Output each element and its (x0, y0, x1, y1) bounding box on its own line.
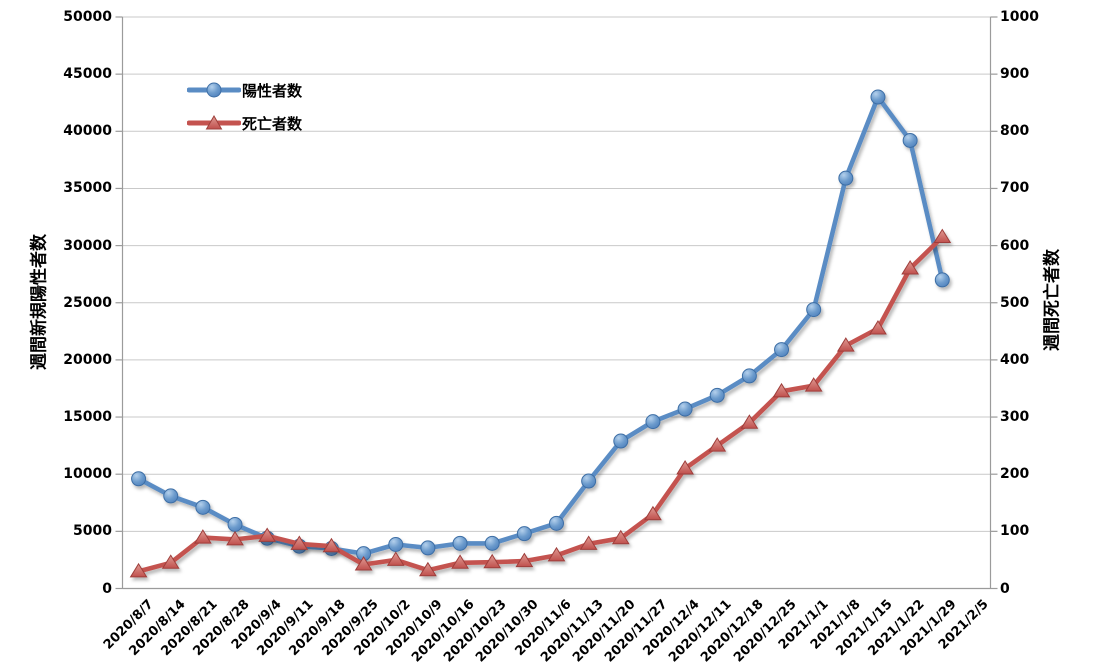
legend-swatch-deaths-icon (187, 114, 241, 130)
series-lines (129, 89, 952, 578)
data-point-marker (452, 535, 468, 551)
data-point-marker (869, 320, 887, 335)
data-point-marker (611, 529, 630, 545)
left-axis-tick-label: 30000 (63, 237, 112, 254)
data-point-marker (901, 260, 920, 275)
data-point-marker (708, 437, 727, 452)
data-point-marker (420, 540, 436, 556)
data-point-marker (516, 526, 532, 542)
left-axis-tick-label: 0 (102, 580, 112, 597)
gridlines (122, 16, 991, 532)
data-point-marker (161, 554, 180, 569)
data-point-marker (258, 527, 277, 542)
data-point-marker (774, 342, 790, 358)
left-axis-tick-label: 10000 (63, 466, 112, 483)
legend-label-deaths: 死亡者数 (242, 114, 303, 133)
right-axis-tick-label: 800 (1000, 123, 1030, 140)
data-point-marker (613, 433, 629, 449)
data-point-marker (419, 561, 437, 577)
data-point-marker (193, 529, 212, 544)
left-axis-tick-label: 15000 (63, 409, 112, 426)
right-axis-tick-label: 1000 (1000, 9, 1039, 25)
data-point-marker (772, 382, 791, 398)
right-axis-tick-label: 400 (1000, 351, 1030, 368)
data-point-marker (547, 546, 566, 562)
left-axis-tick-label: 35000 (63, 180, 112, 197)
data-point-marker (515, 552, 534, 568)
data-point-marker (388, 536, 404, 552)
series-死亡者数 (129, 228, 952, 578)
left-axis-tick-label: 20000 (63, 351, 112, 368)
left-axis-tick-label: 40000 (63, 123, 112, 140)
data-point-marker (836, 337, 855, 352)
data-point-marker (676, 460, 694, 475)
data-point-marker (131, 471, 147, 487)
data-point-marker (386, 551, 405, 566)
data-point-marker (933, 228, 952, 244)
data-point-marker (806, 302, 822, 318)
data-point-marker (195, 499, 211, 515)
data-point-marker (451, 554, 469, 569)
right-axis-tick-label: 200 (1000, 466, 1030, 483)
legend-item-positives: 陽性者数 (187, 78, 302, 102)
data-point-marker (902, 132, 918, 148)
right-axis-tick-label: 900 (1000, 66, 1030, 83)
data-point-marker (227, 516, 243, 532)
data-point-marker (804, 377, 823, 392)
data-point-marker (484, 535, 500, 551)
legend-item-deaths: 死亡者数 (187, 111, 302, 135)
right-axis-tick-label: 100 (1000, 523, 1030, 540)
left-axis-tick-label: 25000 (63, 294, 112, 311)
data-point-marker (322, 537, 341, 553)
data-point-marker (709, 387, 725, 403)
data-point-marker (290, 535, 309, 550)
data-point-marker (581, 473, 597, 489)
data-point-marker (549, 515, 564, 531)
data-point-marker (934, 272, 950, 288)
left-axis-title: 週間新規陽性者数 (29, 234, 50, 370)
right-axis-tick-label: 0 (1000, 580, 1010, 597)
data-point-marker (483, 553, 502, 569)
data-point-marker (677, 401, 693, 417)
right-axis-tick-label: 700 (1000, 180, 1030, 197)
data-point-marker (870, 89, 886, 105)
left-axis-tick-label: 50000 (63, 9, 112, 25)
data-point-marker (163, 488, 179, 504)
data-point-marker (354, 556, 373, 571)
data-point-marker (226, 530, 244, 546)
legend-swatch-positives-icon (187, 82, 241, 98)
data-point-marker (645, 414, 661, 430)
left-axis-tick-label: 45000 (63, 66, 112, 83)
legend: 陽性者数 死亡者数 (187, 78, 302, 135)
data-point-marker (579, 535, 598, 550)
axes (115, 16, 998, 590)
data-point-marker (838, 170, 854, 186)
right-axis-tick-label: 600 (1000, 237, 1030, 254)
data-point-marker (644, 505, 662, 521)
right-axis-tick-label: 500 (1000, 294, 1030, 311)
right-axis-title: 週間死亡者数 (1042, 249, 1063, 351)
left-axis-tick-label: 5000 (73, 523, 112, 540)
series-陽性者数 (131, 89, 950, 562)
data-point-marker (129, 562, 148, 578)
right-axis-tick-label: 300 (1000, 409, 1030, 426)
data-point-marker (741, 368, 757, 384)
legend-label-positives: 陽性者数 (242, 81, 303, 100)
data-point-marker (740, 414, 759, 429)
